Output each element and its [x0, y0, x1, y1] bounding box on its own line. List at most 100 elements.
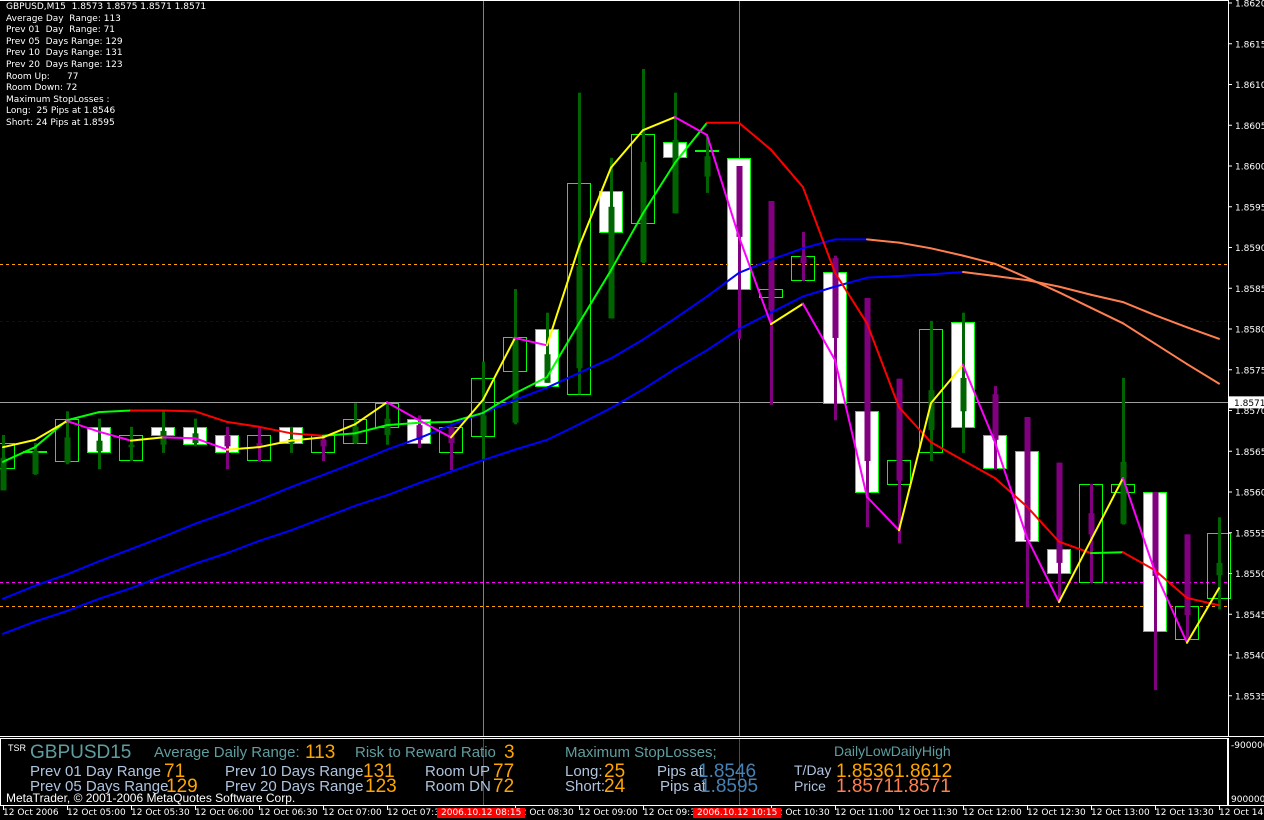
- price-tick-label: 1.8590: [1235, 244, 1264, 254]
- slow-ma-1-segment: [34, 573, 68, 587]
- candle-body: [992, 394, 999, 440]
- fast-ma-segment: [834, 271, 868, 325]
- time-tick: [3, 806, 4, 810]
- slow-ma-2-segment: [162, 562, 196, 577]
- fast-ma-segment: [642, 161, 676, 215]
- zigzag-segment: [642, 116, 676, 132]
- zigzag-segment: [322, 423, 356, 439]
- time-tick: [67, 806, 68, 810]
- slow-ma-2-segment: [546, 423, 580, 441]
- slow-ma-2-segment: [930, 270, 964, 276]
- panel-axis-top: -900000: [1231, 741, 1264, 751]
- zigzag-segment: [802, 302, 836, 361]
- fast-ma-segment: [866, 322, 900, 409]
- price-tick-label: 1.8585: [1235, 285, 1264, 295]
- candle-body: [352, 426, 359, 444]
- slow-ma-2-segment: [514, 438, 548, 451]
- zigzag-segment: [1058, 539, 1092, 604]
- zigzag-segment: [514, 336, 548, 347]
- slow-ma-1-segment: [962, 254, 996, 265]
- slow-ma-2-segment: [802, 285, 836, 298]
- tday-label: T/Day: [794, 762, 832, 778]
- zigzag-segment: [1090, 477, 1124, 542]
- time-label: 12 Oct 10:30: [771, 808, 830, 818]
- slow-ma-2-segment: [386, 482, 420, 497]
- time-label: 12 Oct 07:00: [323, 808, 382, 818]
- slow-ma-1-segment: [1026, 276, 1060, 294]
- prev10-value: 131: [363, 761, 395, 782]
- zigzag-segment: [98, 430, 132, 442]
- fast-ma-segment: [930, 441, 964, 462]
- zigzag-segment: [770, 302, 804, 326]
- fast-ma-segment: [514, 376, 548, 395]
- rr-value: 3: [504, 742, 515, 763]
- price-tick-label: 1.8550: [1235, 570, 1264, 580]
- zigzag-segment: [130, 436, 164, 442]
- prev10-label: Prev 10 Days Range: [225, 763, 364, 780]
- short-price: 1.8595: [700, 776, 759, 797]
- zigzag-segment: [34, 420, 68, 441]
- fast-ma-segment: [226, 420, 260, 428]
- fast-ma-segment: [802, 186, 836, 274]
- slow-ma-1-segment: [770, 247, 804, 261]
- slow-ma-1-segment: [354, 448, 388, 464]
- long-price: 1.8546: [698, 761, 757, 782]
- candle-body: [0, 457, 7, 491]
- time-highlight-label: 2006.10.12 08:15: [437, 808, 526, 818]
- zigzag-segment: [610, 129, 644, 169]
- time-label: 12 Oct 11:00: [835, 808, 894, 818]
- candle-body: [800, 255, 807, 263]
- slow-ma-1-segment: [642, 317, 676, 341]
- slow-ma-2-segment: [738, 311, 772, 330]
- panel-symbol: GBPUSD15: [30, 742, 132, 763]
- zigzag-segment: [834, 358, 868, 498]
- candle-body: [1152, 492, 1159, 576]
- zigzag-segment: [738, 235, 772, 326]
- price-values: 1.85711.8571: [836, 776, 951, 797]
- slow-ma-1-segment: [514, 386, 548, 401]
- price-tick-label: 1.8535: [1235, 692, 1264, 702]
- candle-body: [928, 390, 935, 431]
- time-label: 12 Oct 11:30: [899, 808, 958, 818]
- time-label: 12 Oct 05:30: [131, 808, 190, 818]
- slow-ma-2-segment: [1090, 293, 1124, 304]
- info-line: Prev 01 Day Range: 71: [6, 25, 116, 36]
- time-tick: [1219, 806, 1220, 810]
- fast-ma-segment: [194, 410, 228, 423]
- zigzag-segment: [1154, 570, 1188, 644]
- price-tick-label: 1.8620: [1235, 0, 1264, 10]
- slow-ma-1-segment: [162, 522, 196, 538]
- price-tick-label: 1.8600: [1235, 163, 1264, 173]
- candle-body: [576, 266, 583, 369]
- candle-body: [224, 435, 231, 447]
- price-tick-label: 1.8595: [1235, 203, 1264, 213]
- candle-body: [608, 206, 615, 319]
- price-tick-label: 1.8570: [1235, 407, 1264, 417]
- zigzag-segment: [2, 438, 36, 449]
- time-highlight-label: 2006.10.12 10:15: [693, 808, 782, 818]
- room-up-label: Room UP: [425, 763, 491, 780]
- slow-ma-2-segment: [482, 448, 516, 462]
- avg-range-value: 113: [305, 742, 336, 763]
- slow-ma-2-segment: [354, 494, 388, 507]
- slow-ma-1-segment: [386, 437, 420, 451]
- candle-body: [1120, 461, 1127, 524]
- max-sl-label: Maximum StopLosses;: [565, 744, 717, 761]
- zigzag-segment: [194, 437, 228, 451]
- short-label: Short:: [565, 778, 606, 795]
- slow-ma-2-segment: [66, 597, 100, 612]
- candle-wick: [194, 418, 197, 447]
- fast-ma-segment: [674, 121, 708, 164]
- slow-ma-2-segment: [1154, 314, 1188, 329]
- zigzag-segment: [578, 166, 612, 248]
- candle-wick: [738, 166, 741, 339]
- time-label: 12 Oct 14:00: [1219, 808, 1264, 818]
- slow-ma-2-segment: [866, 275, 900, 279]
- candle-body: [64, 437, 71, 463]
- prev05-value: 129: [166, 776, 198, 797]
- slow-ma-1-segment: [258, 486, 292, 502]
- candle-body: [320, 439, 327, 447]
- candle-body: [704, 156, 711, 177]
- price-tick-label: 1.8580: [1235, 326, 1264, 336]
